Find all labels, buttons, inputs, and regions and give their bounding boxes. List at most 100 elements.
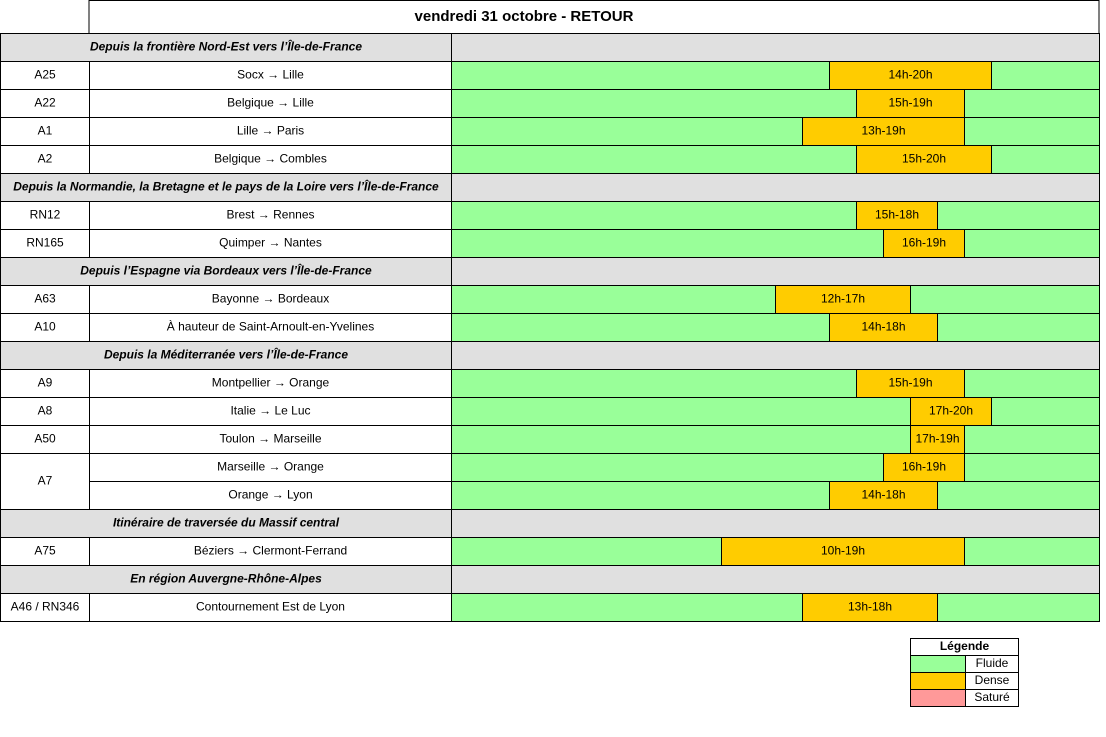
road: A22 xyxy=(34,96,56,110)
dense-period xyxy=(856,145,992,174)
stretch-name: Brest → Rennes xyxy=(226,208,314,222)
road: A7 xyxy=(38,474,53,488)
road: A8 xyxy=(38,404,53,418)
road-cell xyxy=(0,593,90,622)
title: vendredi 31 octobre - RETOUR xyxy=(415,8,634,25)
dense-label: 16h-19h xyxy=(902,460,946,474)
stretch-name: Toulon → Marseille xyxy=(219,432,321,446)
dense-period xyxy=(856,201,938,230)
stretch-cell xyxy=(89,229,452,258)
section-row xyxy=(0,565,1100,594)
section-row xyxy=(0,509,1100,538)
section-title: Itinéraire de traversée du Massif centra… xyxy=(113,516,340,530)
stretch-cell xyxy=(89,593,452,622)
stretch-name: Montpellier → Orange xyxy=(212,376,330,390)
stretch-cell xyxy=(89,117,452,146)
dense-period xyxy=(883,229,965,258)
road-cell xyxy=(0,369,90,398)
stretch-cell xyxy=(89,285,452,314)
fluid-band xyxy=(451,425,1100,454)
stretch-name: Lille → Paris xyxy=(237,124,304,138)
fluid-band xyxy=(451,117,1100,146)
legend-label: Fluide xyxy=(976,656,1009,670)
fluid-band xyxy=(451,397,1100,426)
fluid-band xyxy=(451,229,1100,258)
stretch-cell xyxy=(89,201,452,230)
section-title: En région Auvergne-Rhône-Alpes xyxy=(130,572,322,586)
dense-label: 17h-20h xyxy=(929,404,973,418)
stretch-name: Orange → Lyon xyxy=(228,488,312,502)
dense-period xyxy=(856,89,965,118)
road: A46 / RN346 xyxy=(11,600,80,614)
dense-period xyxy=(721,537,965,566)
dense-label: 13h-19h xyxy=(861,124,905,138)
road: A25 xyxy=(34,68,56,82)
dense-label: 13h-18h xyxy=(848,600,892,614)
dense-period xyxy=(856,369,965,398)
fluid-band xyxy=(451,481,1100,510)
legend-label: Dense xyxy=(975,673,1010,687)
section-title: Depuis l’Espagne via Bordeaux vers l’Île… xyxy=(80,263,372,278)
dense-period xyxy=(829,61,992,90)
stretch-cell xyxy=(89,145,452,174)
dense-period xyxy=(829,481,938,510)
road-cell xyxy=(0,117,90,146)
section-row xyxy=(0,33,1100,62)
road: A1 xyxy=(38,124,53,138)
stretch-name: Bayonne → Bordeaux xyxy=(212,292,329,306)
section-title: Depuis la Méditerranée vers l’Île-de-Fra… xyxy=(104,347,348,362)
stretch-name: Belgique → Combles xyxy=(214,152,327,166)
stretch-name: Contournement Est de Lyon xyxy=(196,600,345,614)
dense-label: 14h-18h xyxy=(861,488,905,502)
road-cell xyxy=(0,201,90,230)
legend-swatch xyxy=(910,672,966,690)
road: A50 xyxy=(34,432,56,446)
section-title: Depuis la Normandie, la Bretagne et le p… xyxy=(13,179,439,194)
stretch-cell xyxy=(89,369,452,398)
stretch-cell xyxy=(89,453,452,482)
legend-label: Saturé xyxy=(974,690,1010,704)
stretch-cell xyxy=(89,397,452,426)
dense-label: 15h-20h xyxy=(902,152,946,166)
fluid-band xyxy=(451,453,1100,482)
road-cell xyxy=(0,89,90,118)
dense-period xyxy=(829,313,938,342)
dense-label: 14h-18h xyxy=(861,320,905,334)
legend-cell xyxy=(965,689,1019,707)
section-row xyxy=(0,173,1100,202)
dense-label: 15h-19h xyxy=(888,376,932,390)
stretch-name: Marseille → Orange xyxy=(217,460,324,474)
fluid-band xyxy=(451,201,1100,230)
stretch-name: Italie → Le Luc xyxy=(230,404,310,418)
fluid-band xyxy=(451,593,1100,622)
road: RN165 xyxy=(26,236,64,250)
stretch-name: Belgique → Lille xyxy=(227,96,314,110)
road-cell xyxy=(0,285,90,314)
dense-period xyxy=(802,593,938,622)
road: A75 xyxy=(34,544,56,558)
dense-label: 14h-20h xyxy=(888,68,932,82)
fluid-band xyxy=(451,313,1100,342)
road-cell xyxy=(0,397,90,426)
road: A63 xyxy=(34,292,56,306)
dense-label: 10h-19h xyxy=(821,544,865,558)
dense-period xyxy=(802,117,965,146)
road: RN12 xyxy=(30,208,61,222)
road-cell xyxy=(0,425,90,454)
dense-label: 15h-18h xyxy=(875,208,919,222)
road-cell xyxy=(0,453,90,510)
road: A10 xyxy=(34,320,56,334)
fluid-band xyxy=(451,145,1100,174)
stretch-name: Béziers → Clermont-Ferrand xyxy=(194,544,347,558)
stretch-cell xyxy=(89,537,452,566)
fluid-band xyxy=(451,61,1100,90)
legend-title: Légende xyxy=(940,639,990,653)
section-row xyxy=(0,257,1100,286)
section-row xyxy=(0,341,1100,370)
road: A9 xyxy=(38,376,53,390)
legend-swatch xyxy=(910,689,966,707)
legend-swatch xyxy=(910,655,966,673)
stretch-name: Socx → Lille xyxy=(237,68,304,82)
dense-label: 17h-19h xyxy=(915,432,959,446)
dense-label: 16h-19h xyxy=(902,236,946,250)
